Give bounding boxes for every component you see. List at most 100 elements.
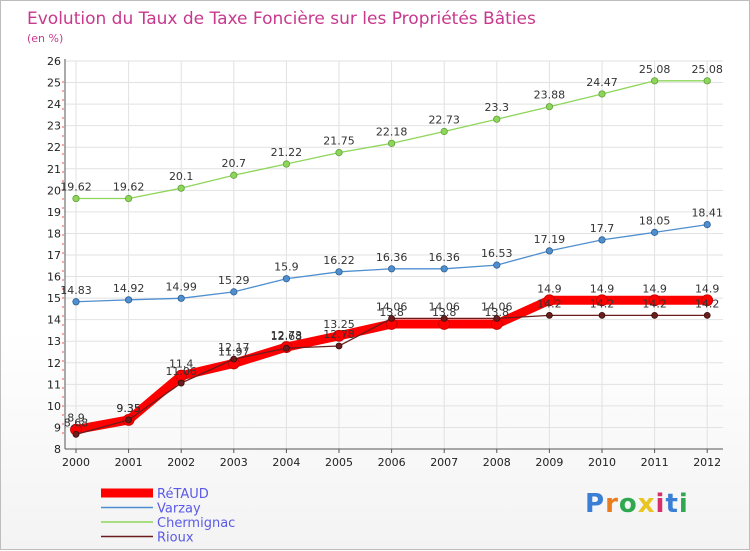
y-tick-label: 23 <box>47 120 61 133</box>
chart-title: Evolution du Taux de Taxe Foncière sur l… <box>27 9 536 29</box>
x-tick-label: 2000 <box>62 456 90 469</box>
data-label: 12.68 <box>271 330 303 343</box>
x-tick-label: 2002 <box>167 456 195 469</box>
data-point <box>598 236 606 244</box>
data-label: 14.2 <box>642 297 667 310</box>
data-point <box>650 77 659 85</box>
data-point <box>177 379 185 387</box>
data-point <box>282 344 290 352</box>
y-tick-label: 19 <box>47 206 61 219</box>
data-label: 9.35 <box>116 402 141 415</box>
data-point <box>72 430 80 438</box>
data-point <box>388 314 396 322</box>
data-point <box>335 149 343 157</box>
data-label: 23.3 <box>485 101 510 114</box>
data-label: 13.8 <box>432 306 457 319</box>
data-label: 24.47 <box>586 76 618 89</box>
x-tick-label: 2001 <box>115 456 143 469</box>
x-tick-label: 2010 <box>588 456 616 469</box>
proxiti-logo: Proxiti <box>585 489 689 519</box>
y-tick-label: 17 <box>47 249 61 262</box>
data-point <box>493 115 501 123</box>
logo-letter: i <box>655 489 666 519</box>
x-tick-label: 2005 <box>325 456 353 469</box>
data-label: 22.18 <box>376 125 408 138</box>
y-tick-label: 22 <box>47 141 61 154</box>
data-label: 12.73 <box>271 329 303 342</box>
y-tick-label: 14 <box>47 314 61 327</box>
data-label: 14.9 <box>695 282 720 295</box>
data-point <box>703 221 711 229</box>
data-point <box>703 311 711 319</box>
data-label: 16.53 <box>481 247 513 260</box>
data-label: 21.75 <box>323 135 355 148</box>
data-label: 19.62 <box>60 181 92 194</box>
y-tick-label: 10 <box>47 400 61 413</box>
chart-subtitle: (en %) <box>27 32 63 45</box>
data-point <box>651 311 658 319</box>
data-point <box>440 127 448 136</box>
data-label: 13.8 <box>379 306 404 319</box>
data-label: 8.9 <box>67 412 85 425</box>
data-point <box>335 342 343 350</box>
series-rioux <box>72 311 711 438</box>
y-tick-label: 12 <box>47 357 61 370</box>
data-label: 18.41 <box>691 207 723 220</box>
x-tick-label: 2003 <box>220 456 248 469</box>
data-point <box>440 265 448 273</box>
logo-letter: r <box>605 489 619 519</box>
data-label: 14.9 <box>590 282 615 295</box>
data-label: 13.25 <box>323 318 355 331</box>
data-point <box>598 311 606 319</box>
y-tick-label: 25 <box>47 77 61 90</box>
y-tick-label: 26 <box>47 55 61 68</box>
data-point <box>230 171 238 179</box>
grid <box>65 60 723 450</box>
y-tick-label: 15 <box>47 292 61 305</box>
data-point <box>543 294 556 307</box>
data-point <box>125 416 132 424</box>
data-label: 12.78 <box>323 328 355 341</box>
data-point <box>545 247 554 255</box>
data-point <box>701 294 714 307</box>
data-point <box>493 261 501 269</box>
data-point <box>72 298 80 306</box>
data-point <box>230 288 238 296</box>
data-label: 14.2 <box>537 297 562 310</box>
data-label: 9.35 <box>116 402 141 415</box>
data-label: 23.88 <box>534 89 566 102</box>
series-chermignac <box>72 77 711 203</box>
y-tick-label: 11 <box>47 378 61 391</box>
logo-letter: i <box>678 489 689 519</box>
legend-label: RéTAUD <box>157 487 209 502</box>
data-label: 14.06 <box>481 300 513 313</box>
legend-label: Chermignac <box>157 516 235 531</box>
y-tick-label: 8 <box>54 443 61 456</box>
data-point <box>72 194 80 203</box>
data-label: 17.7 <box>590 222 615 235</box>
y-tick-label: 20 <box>47 184 61 197</box>
data-label: 14.9 <box>537 282 562 295</box>
logo-letter: t <box>665 489 679 519</box>
data-label: 14.06 <box>376 300 408 313</box>
data-point <box>650 228 659 236</box>
y-tick-label: 18 <box>47 227 61 240</box>
data-label: 14.92 <box>113 282 145 295</box>
data-label: 13.8 <box>485 306 510 319</box>
series-varzay <box>72 221 711 306</box>
y-tick-label: 24 <box>47 98 61 111</box>
data-point <box>648 294 661 307</box>
x-tick-label: 2006 <box>378 456 406 469</box>
data-point <box>282 160 290 168</box>
legend-label: Rioux <box>157 531 194 546</box>
data-point <box>125 296 133 304</box>
y-tick-label: 16 <box>47 271 61 284</box>
data-point <box>596 294 608 307</box>
data-point <box>333 329 345 342</box>
x-tick-label: 2007 <box>430 456 458 469</box>
data-point <box>703 77 711 85</box>
data-label: 14.83 <box>60 284 92 297</box>
data-point <box>335 268 343 276</box>
